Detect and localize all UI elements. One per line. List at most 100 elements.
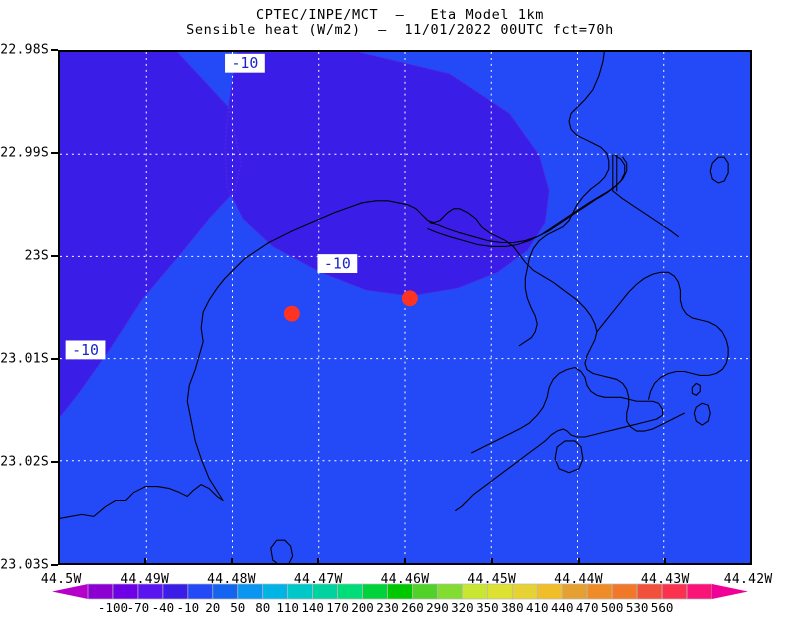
- coastline-pier-jetty: [612, 154, 618, 192]
- y-tick-mark-1: [51, 152, 58, 154]
- colorbar-swatch-16[interactable]: [487, 583, 513, 600]
- colorbar-tick-label-5: 50: [230, 600, 246, 615]
- colorbar-swatch-7[interactable]: [262, 583, 289, 600]
- map-canvas: -10 -10 -10: [60, 52, 750, 563]
- colorbar-swatch-0[interactable]: [87, 583, 114, 600]
- coastline-pier-arm: [612, 190, 679, 238]
- latitude-axis: 22.98S 22.99S 23S 23.01S 23.02S 23.03S: [0, 43, 58, 573]
- map-gridlines: [60, 52, 750, 563]
- colorbar-swatch-4[interactable]: [187, 583, 214, 600]
- colorbar-swatch-2[interactable]: [137, 583, 164, 600]
- x-tick-label-2: 44.48W: [207, 572, 256, 587]
- colorbar-tick-label-9: 170: [326, 600, 349, 615]
- x-tick-label-7: 44.43W: [640, 572, 690, 587]
- colorbar-swatch-1[interactable]: [112, 583, 139, 600]
- chart-title-block: CPTEC/INPE/MCT — Eta Model 1km Sensible …: [0, 8, 800, 38]
- x-tick-label-4: 44.46W: [380, 572, 430, 587]
- colorbar[interactable]: -100 -70 -40 -10 20 50 80 110 140 170 200 230 260 290…: [0, 583, 800, 618]
- colorbar-swatch-14[interactable]: [437, 583, 463, 600]
- colorbar-swatch-6[interactable]: [237, 583, 264, 600]
- coastline-islet-east-2: [691, 382, 701, 396]
- colorbar-swatch-10[interactable]: [337, 583, 363, 600]
- colorbar-tick-label-0: -100: [97, 600, 129, 615]
- colorbar-arrow-low[interactable]: [52, 584, 88, 599]
- colorbar-tick-label-10: 200: [351, 600, 374, 615]
- coastline-mainland-northeast: [518, 52, 610, 347]
- map-plot-area[interactable]: -10 -10 -10: [58, 50, 752, 565]
- station-marker-1[interactable]: [283, 305, 300, 322]
- contour-label-text-0: -10: [231, 54, 258, 72]
- colorbar-swatch-15[interactable]: [462, 583, 488, 600]
- colorbar-swatch-9[interactable]: [312, 583, 338, 600]
- page-title: CPTEC/INPE/MCT — Eta Model 1km: [255, 7, 544, 23]
- colorbar-swatch-5[interactable]: [212, 583, 239, 600]
- colorbar-swatch-11[interactable]: [362, 583, 388, 600]
- y-tick-label-5: 23.03S: [0, 557, 49, 573]
- colorbar-swatch-22[interactable]: [636, 583, 663, 600]
- chart-subtitle: Sensible heat (W/m2) — 11/01/2022 00UTC …: [186, 22, 614, 38]
- colorbar-swatch-13[interactable]: [412, 583, 438, 600]
- station-marker-2[interactable]: [401, 290, 418, 307]
- colorbar-tick-label-6: 80: [255, 600, 271, 615]
- colorbar-arrow-high[interactable]: [712, 584, 748, 599]
- contour-line-minus40-west: [60, 52, 242, 418]
- y-tick-label-3: 23.01S: [0, 351, 49, 367]
- colorbar-tick-label-3: -10: [176, 600, 200, 615]
- contour-value-labels: -10 -10 -10: [65, 53, 358, 360]
- colorbar-tick-label-16: 380: [501, 600, 524, 615]
- colorbar-swatch-21[interactable]: [611, 583, 638, 600]
- coastline-paths: [60, 52, 729, 563]
- y-tick-mark-4: [51, 461, 58, 463]
- y-tick-mark-5: [51, 564, 58, 566]
- colorbar-swatch-20[interactable]: [586, 583, 613, 600]
- colorbar-swatch-18[interactable]: [536, 583, 563, 600]
- colorbar-swatch-19[interactable]: [561, 583, 588, 600]
- colorbar-tick-label-19: 470: [575, 600, 599, 615]
- colorbar-swatches[interactable]: [0, 583, 800, 601]
- colorbar-swatch-8[interactable]: [287, 583, 313, 600]
- shaded-band-minus70-minus40-west-main: [60, 52, 241, 418]
- colorbar-tick-label-2: -40: [151, 600, 175, 615]
- x-tick-label-6: 44.44W: [554, 572, 603, 587]
- contour-line-minus40-central: [224, 52, 550, 297]
- colorbar-tick-label-15: 350: [476, 600, 499, 615]
- colorbar-tick-label-14: 320: [451, 600, 474, 615]
- station-markers[interactable]: [283, 290, 418, 322]
- colorbar-tick-label-22: 560: [650, 600, 674, 615]
- contour-label-box: [225, 53, 265, 73]
- coastline-islet-east-1: [709, 156, 729, 184]
- x-tick-label-1: 44.49W: [120, 572, 170, 587]
- colorbar-swatch-17[interactable]: [511, 583, 538, 600]
- colorbar-tick-label-21: 530: [625, 600, 649, 615]
- colorbar-swatch-12[interactable]: [387, 583, 413, 600]
- y-tick-label-1: 22.99S: [0, 145, 49, 161]
- colorbar-swatch-3[interactable]: [162, 583, 189, 600]
- y-tick-mark-2: [51, 255, 58, 257]
- colorbar-tick-label-13: 290: [426, 600, 449, 615]
- x-tick-mark-7: [664, 558, 667, 565]
- colorbar-swatch-23[interactable]: [661, 583, 688, 600]
- contour-label-text-2: -10: [72, 341, 99, 359]
- coastline-islet-east-3: [693, 402, 711, 426]
- contour-label-box: [65, 340, 106, 360]
- y-tick-mark-0: [51, 49, 58, 51]
- colorbar-tick-label-12: 260: [401, 600, 424, 615]
- coastline-angra-peninsula: [596, 271, 729, 400]
- contour-label-box: [317, 254, 358, 273]
- coastline-islet-central-south: [554, 440, 584, 474]
- y-tick-label-2: 23S: [24, 248, 49, 264]
- x-tick-mark-3: [317, 558, 320, 565]
- colorbar-tick-label-1: -70: [126, 600, 150, 615]
- y-tick-mark-3: [51, 358, 58, 360]
- colorbar-tick-label-8: 140: [301, 600, 324, 615]
- colorbar-tick-label-17: 410: [525, 600, 549, 615]
- coastline-islet-south: [270, 539, 294, 563]
- colorbar-tick-label-20: 500: [600, 600, 624, 615]
- y-tick-label-0: 22.98S: [0, 42, 49, 58]
- colorbar-swatch-24[interactable]: [686, 583, 713, 600]
- colorbar-tick-label-18: 440: [550, 600, 574, 615]
- x-tick-label-5: 44.45W: [467, 572, 517, 587]
- longitude-axis: 44.5W 44.49W 44.48W 44.47W 44.46W 44.45W 44.44…: [41, 558, 772, 591]
- colorbar-tick-label-7: 110: [276, 600, 299, 615]
